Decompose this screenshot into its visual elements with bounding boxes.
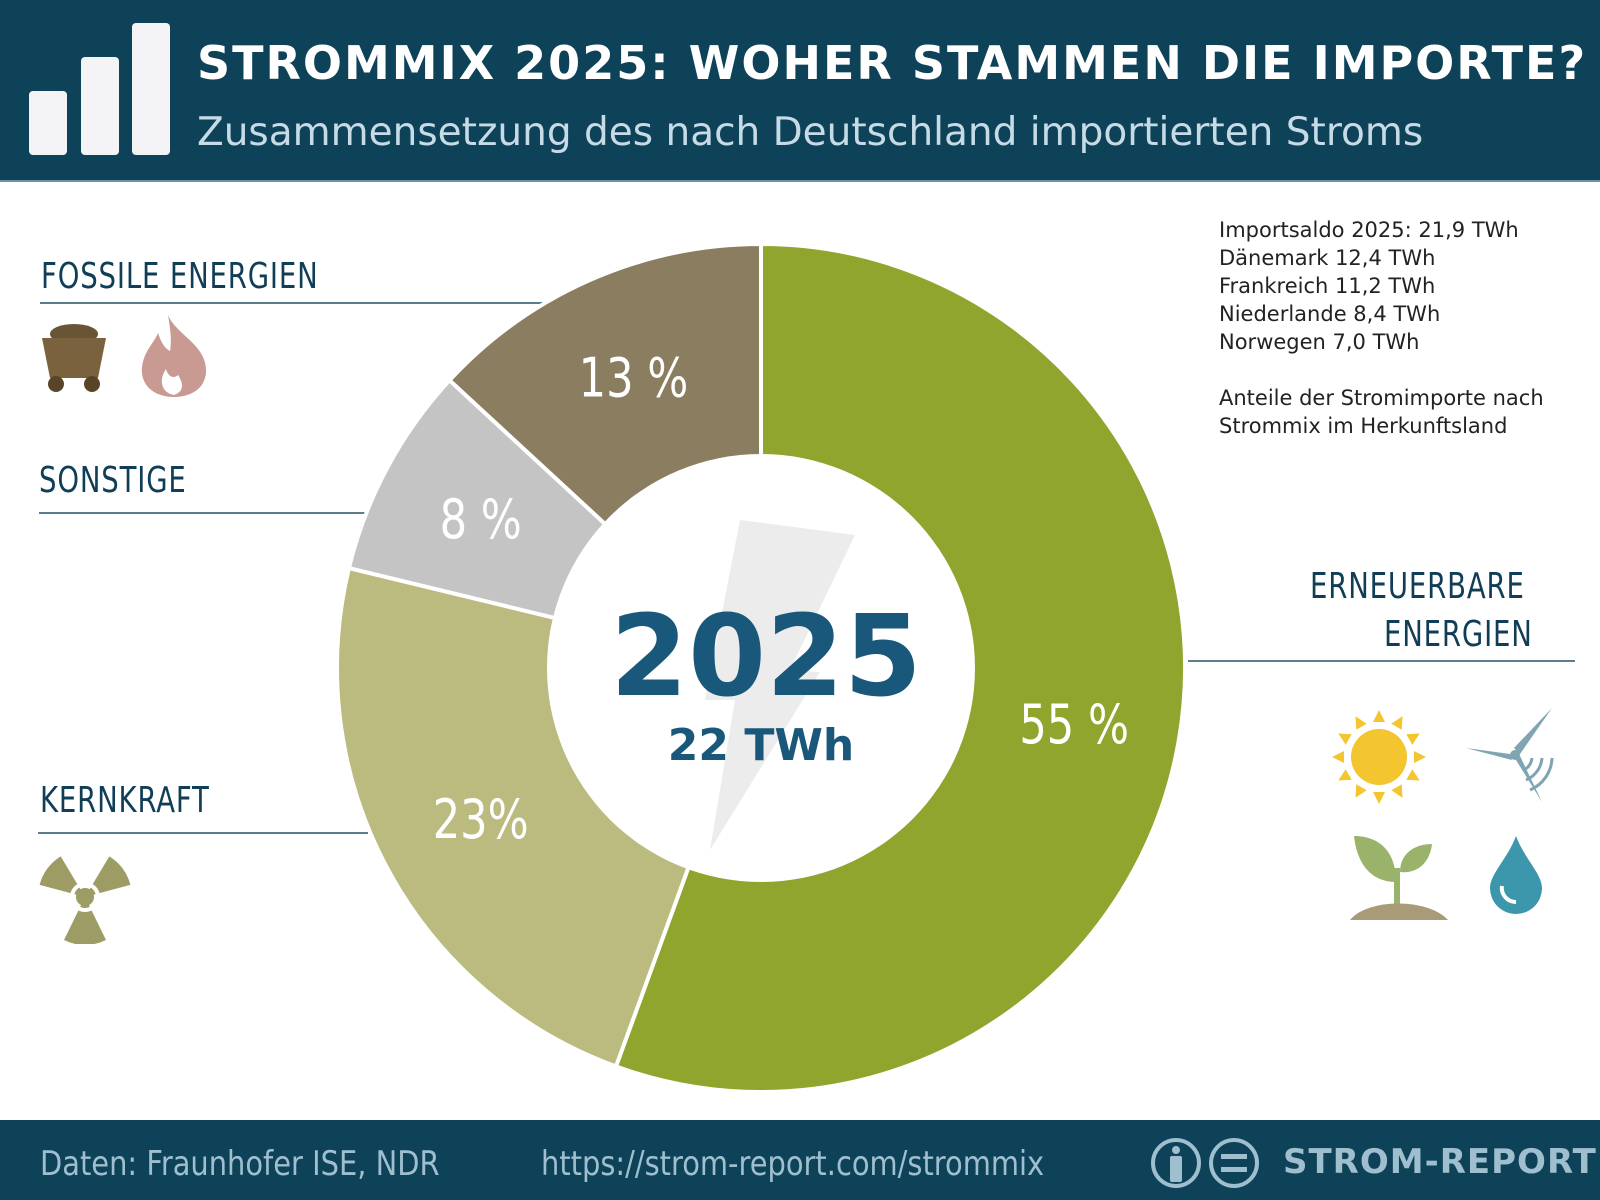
footer <box>0 1120 1600 1200</box>
divider <box>39 512 369 514</box>
label-sonstige: SONSTIGE <box>39 460 187 501</box>
info-line: Niederlande 8,4 TWh <box>1219 302 1441 326</box>
center-subtitle: 22 TWh <box>668 720 854 771</box>
license-icons <box>1151 1138 1259 1188</box>
info-note: Strommix im Herkunftsland <box>1219 414 1508 438</box>
info-line: Dänemark 12,4 TWh <box>1219 246 1436 270</box>
data-label: 13 % <box>579 347 689 410</box>
source-text: Daten: Fraunhofer ISE, NDR <box>40 1144 440 1184</box>
divider <box>40 302 545 304</box>
data-label: 55 % <box>1019 694 1129 757</box>
center-title: 2025 <box>610 592 922 722</box>
data-label: 23% <box>433 788 529 851</box>
page-title: STROMMIX 2025: WOHER STAMMEN DIE IMPORTE… <box>197 36 1588 90</box>
radiation-icon <box>39 856 131 944</box>
label-kernkraft: KERNKRAFT <box>40 780 210 821</box>
header: STROMMIX 2025: WOHER STAMMEN DIE IMPORTE… <box>0 0 1600 182</box>
info-line: Importsaldo 2025: 21,9 TWh <box>1219 218 1519 242</box>
water-drop-icon <box>1490 836 1542 914</box>
flame-icon <box>141 315 207 397</box>
plant-icon <box>1350 836 1448 920</box>
no-derivatives-icon <box>1209 1138 1259 1188</box>
brand-name: STROM-REPORT <box>1283 1142 1597 1182</box>
data-label: 8 % <box>440 488 522 551</box>
info-line: Norwegen 7,0 TWh <box>1219 330 1420 354</box>
bar-chart-logo-icon <box>29 23 170 155</box>
divider <box>1188 660 1575 662</box>
divider <box>38 832 368 834</box>
source-url-link[interactable]: https://strom-report.com/strommix <box>541 1144 1045 1184</box>
label-fossil: FOSSILE ENERGIEN <box>41 256 319 297</box>
coal-cart-icon <box>42 324 106 392</box>
page-subtitle: Zusammensetzung des nach Deutschland imp… <box>197 110 1424 155</box>
attribution-icon <box>1151 1138 1201 1188</box>
label-erneuerbare-2: ENERGIEN <box>1384 614 1533 655</box>
sun-icon <box>1332 710 1426 804</box>
label-erneuerbare-1: ERNEUERBARE <box>1310 566 1525 607</box>
bolt-icon <box>705 520 855 850</box>
wind-turbine-icon <box>1466 708 1554 802</box>
info-note: Anteile der Stromimporte nach <box>1219 386 1544 410</box>
info-line: Frankreich 11,2 TWh <box>1219 274 1436 298</box>
info-box: Importsaldo 2025: 21,9 TWh Dänemark 12,4… <box>1219 216 1544 440</box>
